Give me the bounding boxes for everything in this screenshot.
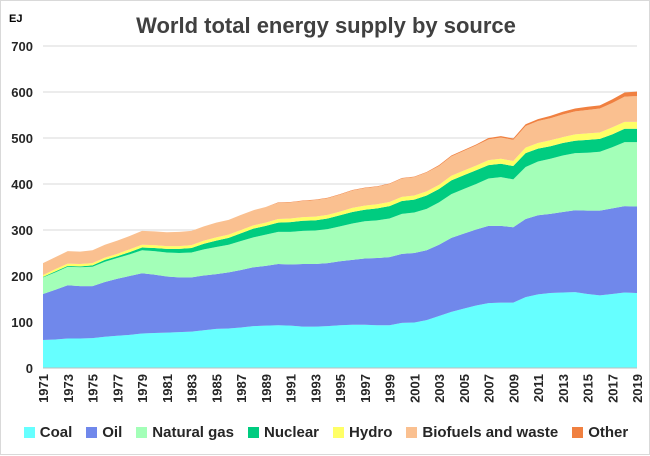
area-series-natural-gas	[43, 142, 637, 294]
x-tick-label: 1971	[36, 374, 51, 403]
x-tick-label: 2011	[531, 374, 546, 402]
x-tick-label: 1993	[308, 374, 323, 403]
x-tick-label: 1989	[259, 374, 274, 403]
x-tick-label: 1977	[110, 374, 125, 403]
axes: 0 100 200 300 400 500 600 700 1971 1973 1975 1977 19…	[11, 39, 645, 403]
x-tick-label: 1983	[185, 374, 200, 403]
y-tick-label: 300	[11, 223, 33, 238]
x-tick-label: 1987	[234, 374, 249, 403]
area-series-coal	[43, 292, 637, 368]
legend-item: Natural gas	[136, 424, 234, 441]
x-tick-label: 1973	[61, 374, 76, 403]
x-tick-label: 1997	[358, 374, 373, 403]
y-tick-label: 0	[26, 361, 33, 376]
x-tick-label: 2009	[506, 374, 521, 403]
legend-swatch	[23, 427, 35, 438]
area-series-biofuels-and-waste	[43, 96, 637, 276]
x-tick-label: 2001	[407, 374, 422, 403]
area-series-other	[43, 91, 637, 264]
area-series-nuclear	[43, 128, 637, 278]
legend-label: Other	[588, 424, 629, 441]
y-tick-label: 500	[11, 131, 33, 146]
x-tick-label: 1985	[209, 374, 224, 403]
chart-title: World total energy supply by source	[136, 13, 516, 38]
legend-swatch	[86, 427, 98, 438]
legend-swatch	[406, 427, 418, 438]
legend-item: Oil	[86, 424, 122, 441]
area-series-oil	[43, 206, 637, 340]
legend-label: Hydro	[349, 424, 393, 441]
x-tick-label: 2003	[432, 374, 447, 403]
x-tick-label: 1991	[284, 374, 299, 403]
legend-swatch	[136, 427, 148, 438]
legend-item: Coal	[23, 424, 73, 441]
x-tick-label: 2013	[556, 374, 571, 403]
legend-swatch	[333, 427, 345, 438]
y-tick-label: 600	[11, 85, 33, 100]
legend-label: Biofuels and waste	[422, 424, 559, 441]
x-tick-label: 2019	[630, 374, 645, 403]
y-tick-label: 400	[11, 177, 33, 192]
x-tick-label: 1999	[383, 374, 398, 403]
x-tick-label: 1975	[86, 374, 101, 403]
x-tick-label: 1979	[135, 374, 150, 403]
x-tick-label: 1995	[333, 374, 348, 403]
legend-item: Nuclear	[247, 424, 320, 441]
legend-label: Nuclear	[263, 424, 320, 441]
y-tick-label: 700	[11, 39, 33, 54]
y-tick-label: 100	[11, 315, 33, 330]
legend-item: Biofuels and waste	[406, 424, 558, 441]
legend-swatch	[572, 427, 584, 438]
y-tick-label: 200	[11, 269, 33, 284]
legend-label: Natural gas	[152, 424, 234, 441]
y-axis-unit-label: EJ	[9, 13, 23, 25]
area-series-hydro	[43, 121, 637, 277]
x-tick-label: 2015	[581, 374, 596, 403]
x-tick-label: 2005	[457, 374, 472, 403]
legend-label: Coal	[39, 424, 73, 441]
x-tick-label: 2007	[482, 374, 497, 403]
x-tick-label: 2017	[605, 374, 620, 403]
stacked-areas	[43, 91, 637, 368]
legend-swatch	[247, 427, 259, 438]
legend-item: Hydro	[333, 424, 392, 441]
legend-label: Oil	[102, 424, 123, 441]
legend: Coal Oil Natural gas Nuclear Hydro Biofuels a…	[1, 424, 650, 441]
x-tick-label: 1981	[160, 374, 175, 403]
legend-item: Other	[572, 424, 628, 441]
